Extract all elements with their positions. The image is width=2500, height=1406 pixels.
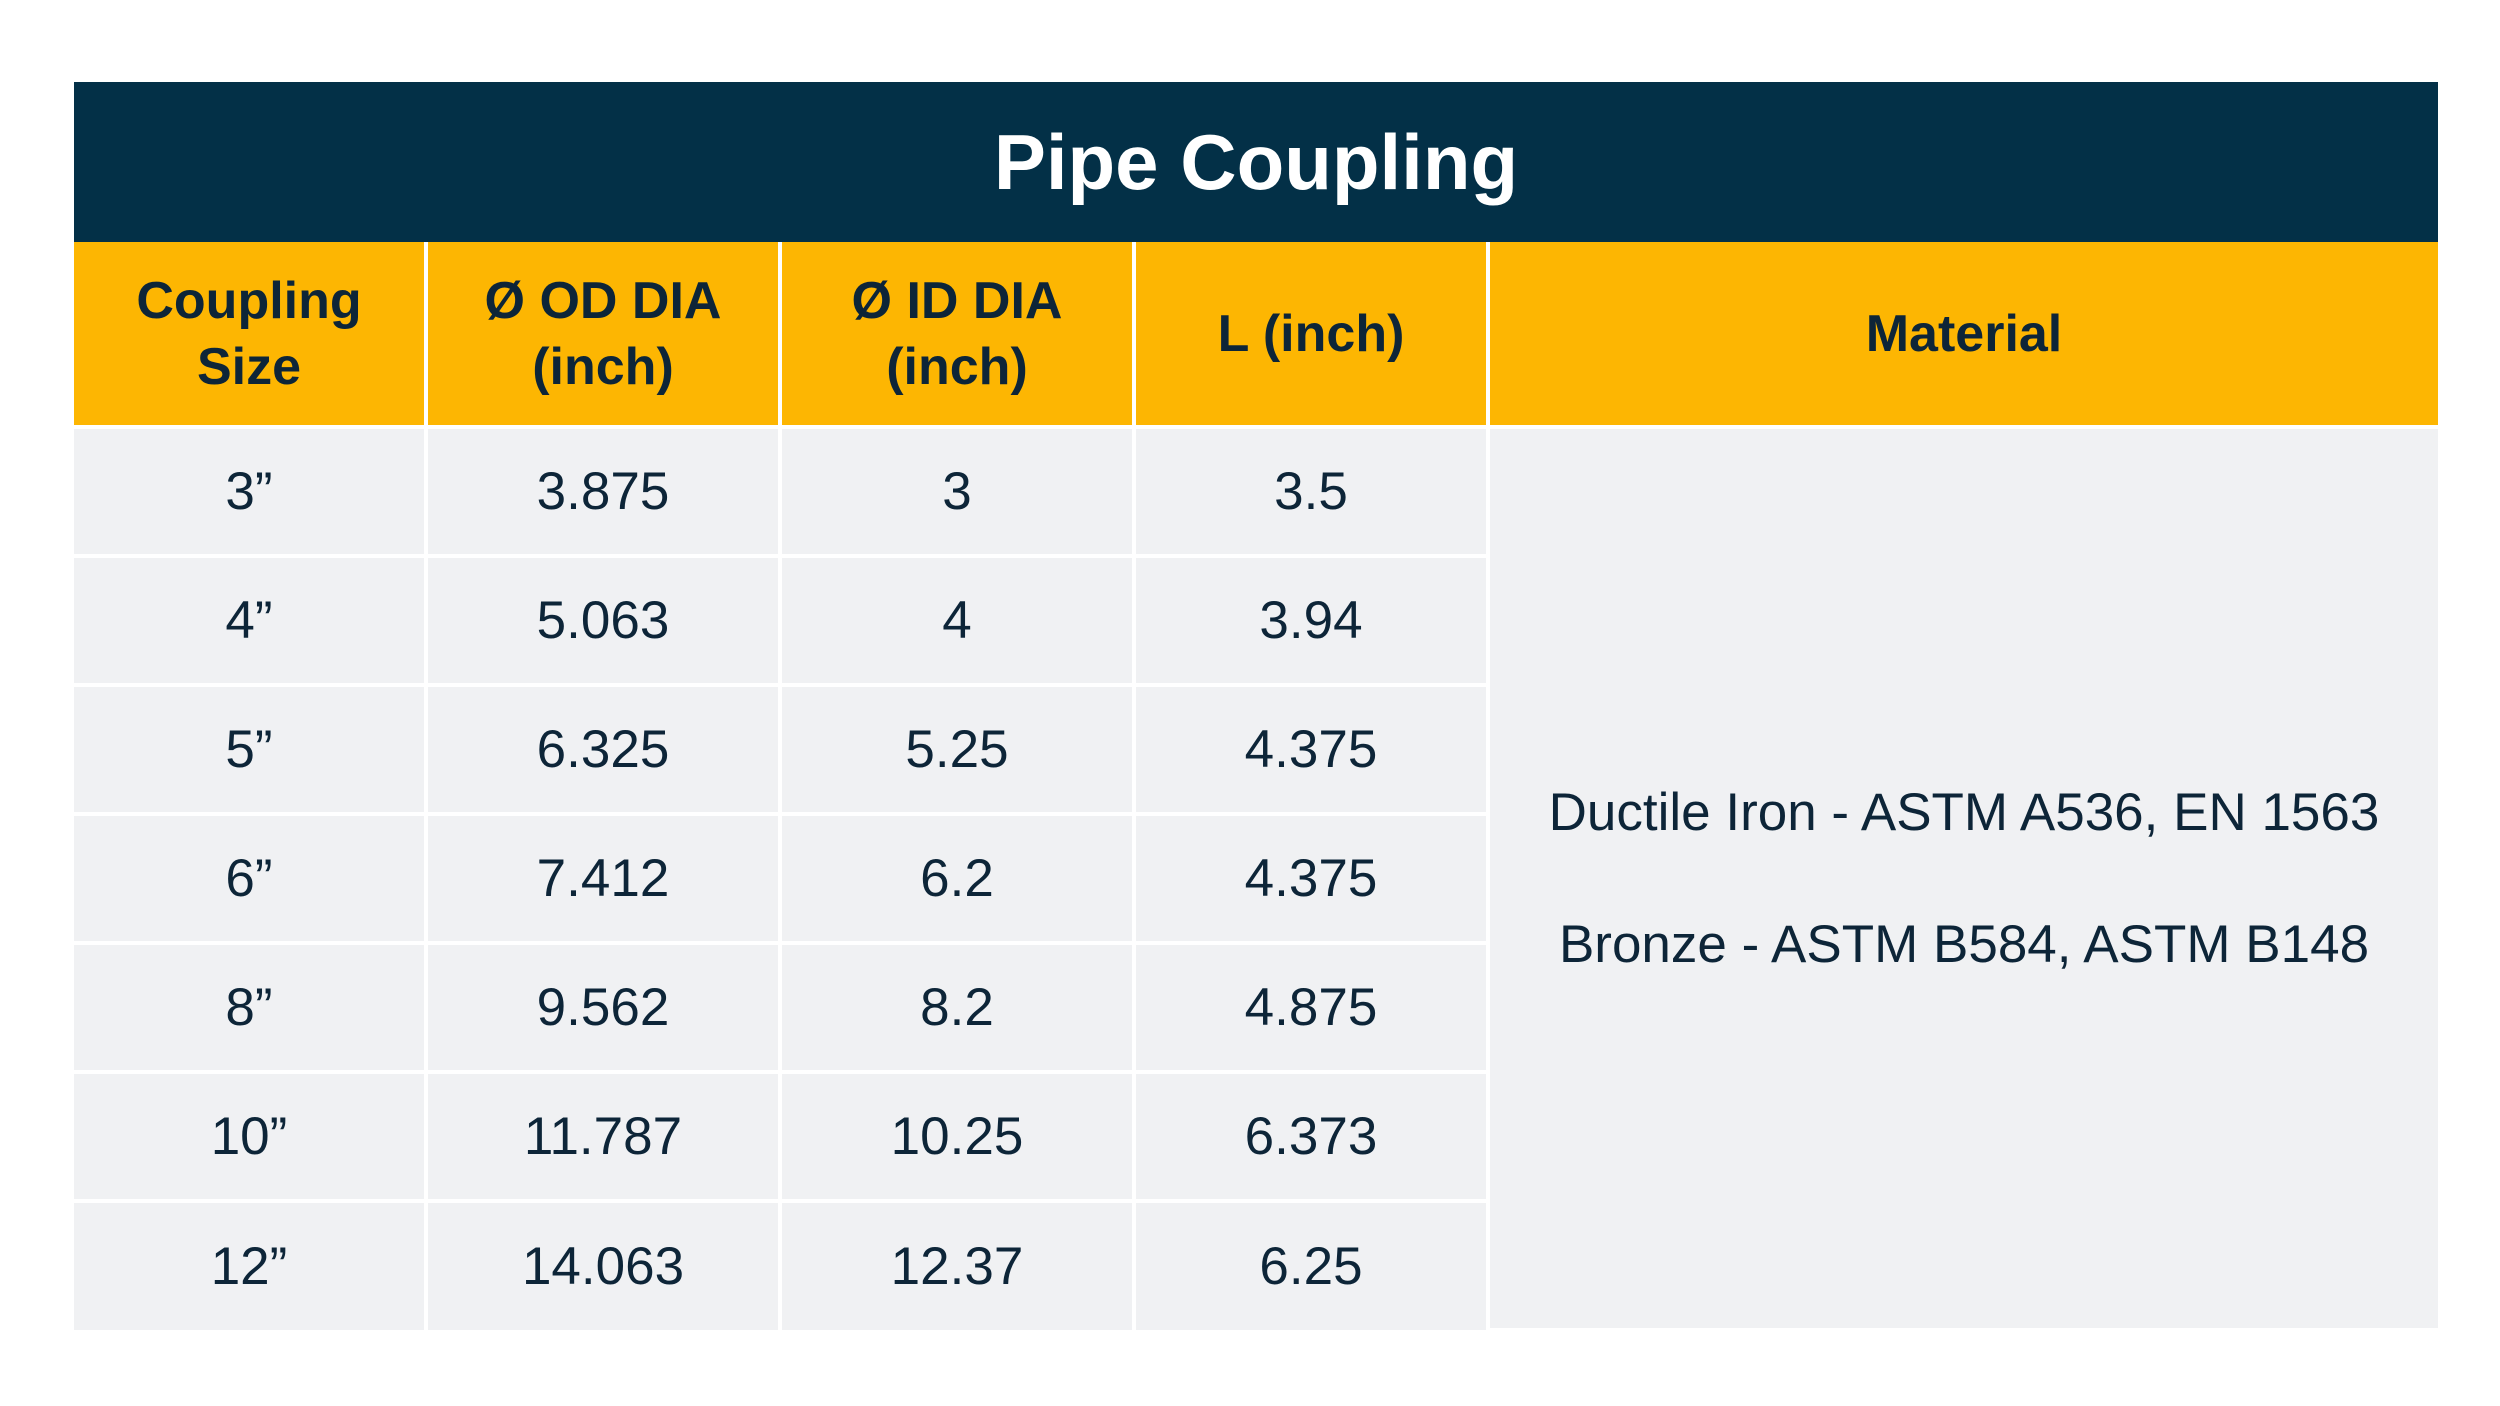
cell-id: 8.2 bbox=[778, 941, 1136, 1074]
header-coupling-size-line1: Coupling bbox=[136, 271, 362, 330]
table-row: 8” 9.562 8.2 4.875 bbox=[74, 941, 2438, 1074]
table-row: 3” 3.875 3 3.5 Ductile Iron - ASTM A536,… bbox=[74, 425, 2438, 1332]
header-material: Material bbox=[1486, 242, 2438, 429]
cell-size: 10” bbox=[74, 1070, 428, 1203]
cell-id: 4 bbox=[778, 554, 1136, 687]
header-od-dia-line2: (inch) bbox=[532, 337, 674, 396]
cell-od: 6.325 bbox=[424, 683, 782, 816]
cell-size: 3” bbox=[74, 425, 428, 558]
header-id-dia-line2: (inch) bbox=[886, 337, 1028, 396]
cell-size: 6” bbox=[74, 812, 428, 945]
header-length-label: L (inch) bbox=[1217, 304, 1405, 363]
cell-id: 12.37 bbox=[778, 1199, 1136, 1330]
header-coupling-size: Coupling Size bbox=[74, 242, 428, 429]
cell-od: 3.875 bbox=[424, 425, 782, 558]
header-row: Coupling Size Ø OD DIA (inch) Ø ID DIA (… bbox=[74, 242, 2438, 429]
cell-size: 8” bbox=[74, 941, 428, 1074]
cell-length: 6.25 bbox=[1132, 1199, 1490, 1330]
cell-od: 14.063 bbox=[424, 1199, 782, 1330]
cell-length: 3.94 bbox=[1132, 554, 1490, 687]
cell-id: 6.2 bbox=[778, 812, 1136, 945]
header-od-dia-line1: Ø OD DIA bbox=[484, 271, 722, 330]
cell-material: Ductile Iron - ASTM A536, EN 1563 Bronze… bbox=[1486, 425, 2438, 1332]
material-spacer bbox=[1490, 846, 2438, 912]
material-ductile-iron: Ductile Iron - ASTM A536, EN 1563 bbox=[1548, 782, 2380, 842]
cell-od: 9.562 bbox=[424, 941, 782, 1074]
cell-length: 4.875 bbox=[1132, 941, 1490, 1074]
cell-id: 10.25 bbox=[778, 1070, 1136, 1203]
table-title: Pipe Coupling bbox=[74, 82, 2438, 242]
header-id-dia-line1: Ø ID DIA bbox=[851, 271, 1063, 330]
cell-size: 4” bbox=[74, 554, 428, 687]
header-id-dia: Ø ID DIA (inch) bbox=[778, 242, 1136, 429]
cell-length: 3.5 bbox=[1132, 425, 1490, 558]
cell-size: 5” bbox=[74, 683, 428, 816]
header-length: L (inch) bbox=[1132, 242, 1490, 429]
cell-size: 12” bbox=[74, 1199, 428, 1330]
table-row: 4” 5.063 4 3.94 bbox=[74, 554, 2438, 687]
cell-length: 4.375 bbox=[1132, 812, 1490, 945]
table-row: 6” 7.412 6.2 4.375 bbox=[74, 812, 2438, 945]
cell-length: 6.373 bbox=[1132, 1070, 1490, 1203]
table-row: 12” 14.063 12.37 6.25 bbox=[74, 1199, 2438, 1330]
spec-table: Coupling Size Ø OD DIA (inch) Ø ID DIA (… bbox=[74, 242, 2438, 1332]
header-od-dia: Ø OD DIA (inch) bbox=[424, 242, 782, 429]
header-material-label: Material bbox=[1865, 304, 2063, 363]
cell-id: 3 bbox=[778, 425, 1136, 558]
cell-id: 5.25 bbox=[778, 683, 1136, 816]
cell-od: 7.412 bbox=[424, 812, 782, 945]
pipe-coupling-table: Pipe Coupling Coupling Size Ø OD DIA (in… bbox=[74, 82, 2438, 1332]
table-row: 10” 11.787 10.25 6.373 bbox=[74, 1070, 2438, 1203]
table-row: 5” 6.325 5.25 4.375 bbox=[74, 683, 2438, 816]
material-bronze: Bronze - ASTM B584, ASTM B148 bbox=[1558, 914, 2370, 974]
cell-od: 11.787 bbox=[424, 1070, 782, 1203]
cell-length: 4.375 bbox=[1132, 683, 1490, 816]
cell-od: 5.063 bbox=[424, 554, 782, 687]
header-coupling-size-line2: Size bbox=[196, 337, 302, 396]
